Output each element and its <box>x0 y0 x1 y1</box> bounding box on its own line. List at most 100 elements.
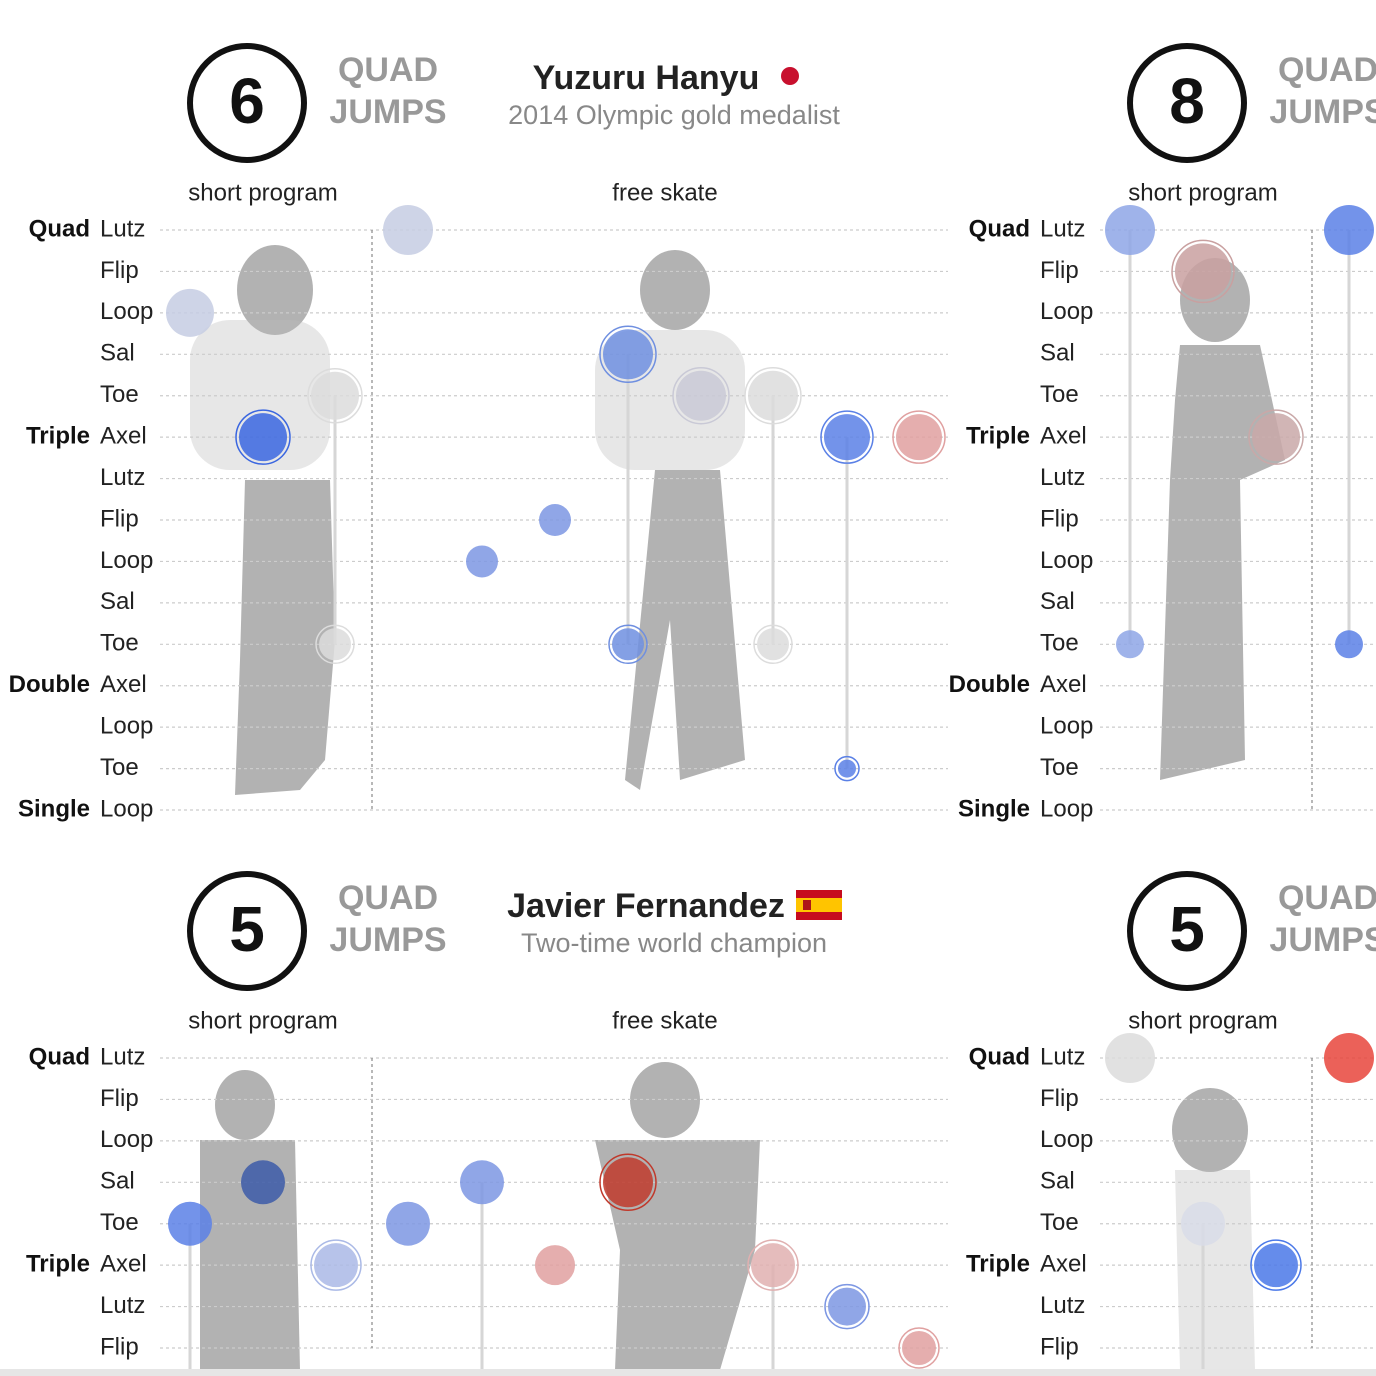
jump-type: Axel <box>1040 1250 1087 1277</box>
jump-dot <box>1116 630 1144 659</box>
jump-type: Flip <box>1040 505 1079 532</box>
jump-type: Loop <box>1040 298 1093 325</box>
jump-dot <box>168 1201 212 1246</box>
flag-spain <box>803 900 811 910</box>
quad-label: JUMPS <box>329 921 446 959</box>
program-label: free skate <box>612 179 717 206</box>
jump-type: Loop <box>1040 795 1093 822</box>
jump-type: Loop <box>1040 547 1093 574</box>
jump-type: Flip <box>1040 1333 1079 1360</box>
quad-label: QUAD <box>338 51 438 89</box>
jump-dot <box>1254 1243 1298 1288</box>
photo <box>625 470 745 790</box>
jump-group: Triple <box>966 1250 1030 1277</box>
jump-ring <box>1248 409 1304 465</box>
jump-dot <box>824 414 870 461</box>
jump-type: Lutz <box>1040 1043 1085 1070</box>
jump-type: Lutz <box>1040 464 1085 491</box>
jump-type: Sal <box>100 588 135 615</box>
jump-type: Flip <box>100 1085 139 1112</box>
jump-type: Toe <box>100 381 139 408</box>
photo <box>1172 1088 1248 1172</box>
jump-group: Triple <box>966 422 1030 449</box>
jump-type: Flip <box>1040 1085 1079 1112</box>
quad-count: 6 <box>229 65 265 137</box>
jump-ring <box>820 410 874 464</box>
jump-dot <box>1324 1033 1374 1083</box>
jump-type: Lutz <box>100 464 145 491</box>
jump-type: Sal <box>100 340 135 367</box>
jump-type: Lutz <box>1040 1292 1085 1319</box>
jump-dot <box>241 1160 285 1205</box>
jump-dot <box>1105 205 1155 255</box>
jump-type: Axel <box>1040 422 1087 449</box>
quad-count: 5 <box>1169 893 1205 965</box>
jump-group: Quad <box>29 1043 90 1070</box>
jump-ring <box>753 624 793 665</box>
flag-spain <box>796 898 842 912</box>
jump-type: Flip <box>100 257 139 284</box>
skater-name: Javier Fernandez <box>507 887 785 925</box>
photo <box>190 320 330 470</box>
jump-dot <box>676 370 726 421</box>
skater-subtitle: Two-time world champion <box>521 928 827 958</box>
jump-type: Sal <box>1040 340 1075 367</box>
jump-dot <box>603 329 653 380</box>
jump-dot <box>603 1157 653 1208</box>
quad-count-circle <box>187 43 307 163</box>
jump-type: Axel <box>100 671 147 698</box>
jump-type: Lutz <box>100 1292 145 1319</box>
jump-type: Lutz <box>100 215 145 242</box>
jump-dot <box>828 1287 866 1326</box>
jump-dot <box>751 1243 795 1288</box>
panel: 8 QUAD JUMPS short program Quad Lutz Flip Loop S… <box>949 43 1376 822</box>
quad-label: JUMPS <box>1269 93 1376 131</box>
quad-label: QUAD <box>1278 51 1376 89</box>
jump-group: Quad <box>969 1043 1030 1070</box>
jump-type: Sal <box>1040 1168 1075 1195</box>
photo <box>640 250 710 330</box>
jump-type: Toe <box>100 1209 139 1236</box>
jump-group: Single <box>18 795 90 822</box>
jump-type: Flip <box>1040 257 1079 284</box>
jump-type: Toe <box>100 754 139 781</box>
jump-ring <box>898 1327 940 1369</box>
jump-dot <box>757 628 789 661</box>
jump-dot <box>535 1245 575 1286</box>
jump-dot <box>386 1201 430 1246</box>
program-label: short program <box>1128 1007 1277 1034</box>
jump-dot <box>896 414 942 461</box>
jump-type: Toe <box>1040 1209 1079 1236</box>
jump-type: Toe <box>100 630 139 657</box>
jump-type: Loop <box>100 795 153 822</box>
jump-ring <box>747 1239 799 1291</box>
quad-count-circle <box>187 871 307 991</box>
scrollbar-track <box>0 1369 1376 1376</box>
quad-label: JUMPS <box>329 93 446 131</box>
jump-ring <box>608 624 648 665</box>
jump-ring <box>824 1283 870 1330</box>
jump-ring <box>599 325 657 384</box>
jump-type: Flip <box>100 1333 139 1360</box>
jump-dot <box>1252 413 1300 462</box>
quad-label: QUAD <box>1278 879 1376 917</box>
jump-ring <box>834 755 860 782</box>
jump-dot <box>838 759 856 778</box>
jump-dot <box>1335 630 1363 659</box>
flag-japan <box>781 67 799 85</box>
jump-dot <box>1175 243 1231 300</box>
skater-subtitle: 2014 Olympic gold medalist <box>508 100 840 130</box>
panel: 5 QUAD JUMPS short program Quad Lutz Flip Loop S… <box>966 871 1376 1370</box>
jump-group: Triple <box>26 1250 90 1277</box>
jump-dot <box>314 1243 358 1288</box>
jump-dot <box>166 288 214 337</box>
jump-dot <box>319 628 351 661</box>
program-label: short program <box>1128 179 1277 206</box>
program-label: free skate <box>612 1007 717 1034</box>
jump-ring <box>599 1153 657 1212</box>
jump-ring <box>307 367 363 424</box>
